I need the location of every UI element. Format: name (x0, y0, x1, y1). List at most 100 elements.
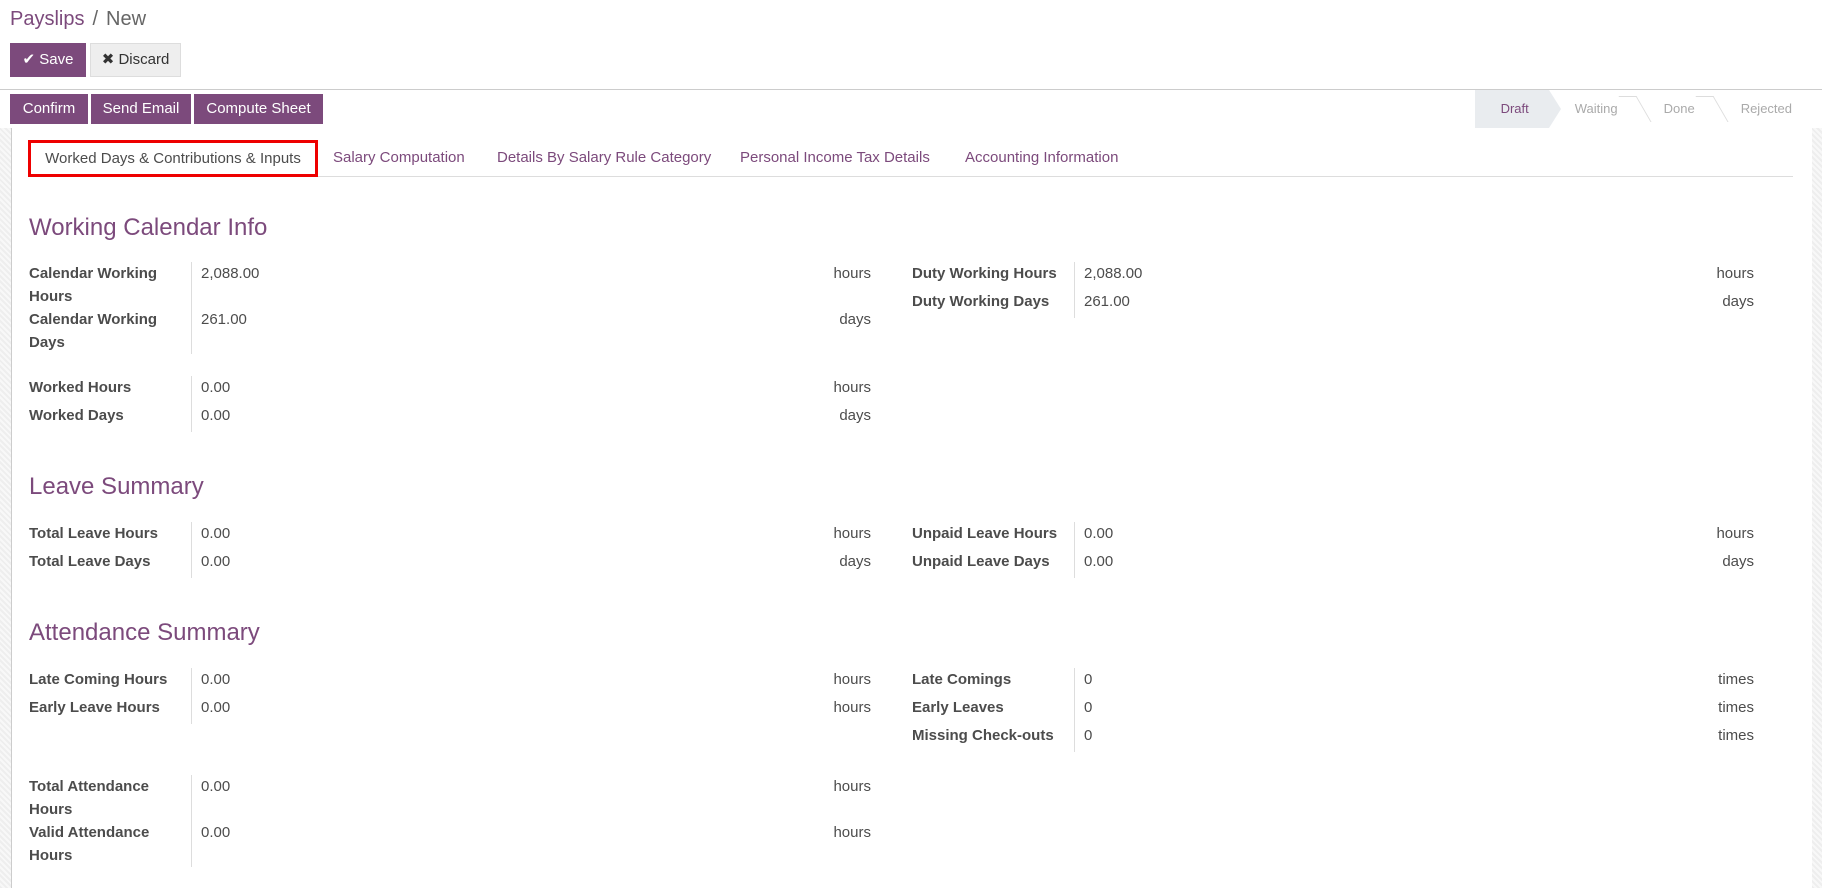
field-label-late-coming-hours: Late Coming Hours (29, 668, 192, 696)
stage-label: Waiting (1574, 101, 1618, 116)
field-calendar-working-hours: 2,088.00 hours (192, 262, 871, 308)
stage-rejected[interactable]: Rejected (1740, 101, 1792, 116)
field-late-coming-hours: 0.00 hours (192, 668, 871, 696)
field-unit: hours (1716, 265, 1754, 282)
field-unit: times (1718, 671, 1754, 688)
field-label-unpaid-leave-days: Unpaid Leave Days (912, 550, 1075, 578)
discard-label: Discard (118, 51, 170, 68)
field-label-duty-working-hours: Duty Working Hours (912, 262, 1075, 290)
field-label-duty-working-days: Duty Working Days (912, 290, 1075, 318)
statusbar: Draft Waiting Done Rejected (1474, 90, 1812, 128)
field-value: 261.00 (1084, 293, 1130, 310)
field-unit: hours (833, 699, 871, 716)
field-unit: days (839, 553, 871, 570)
save-button[interactable]: ✔ Save (10, 43, 86, 77)
field-value: 0 (1084, 671, 1093, 688)
field-unit: days (1722, 553, 1754, 570)
field-label-early-leave-hours: Early Leave Hours (29, 696, 192, 724)
field-label-total-leave-hours: Total Leave Hours (29, 522, 192, 550)
field-unit: hours (833, 671, 871, 688)
field-group: Unpaid Leave Hours 0.00 hours Unpaid Leave … (912, 522, 1754, 578)
divider (0, 89, 1822, 90)
field-duty-working-days: 261.00 days (1075, 290, 1754, 318)
field-value: 0.00 (201, 407, 231, 424)
field-group: Total Attendance Hours 0.00 hours Valid Att… (29, 775, 871, 867)
field-worked-days: 0.00 days (192, 404, 871, 432)
field-group: Late Comings 0 times Early Leaves 0 times Miss… (912, 668, 1754, 752)
field-unit: days (1722, 293, 1754, 310)
field-group: Calendar Working Hours 2,088.00 hours Calen… (29, 262, 871, 354)
field-value: 0.00 (201, 778, 231, 795)
field-unit: hours (833, 778, 871, 795)
close-icon: ✖ (101, 51, 119, 68)
tab-details-by-salary-rule-category[interactable]: Details By Salary Rule Category (497, 149, 712, 166)
field-label-unpaid-leave-hours: Unpaid Leave Hours (912, 522, 1075, 550)
field-early-leave-hours: 0.00 hours (192, 696, 871, 724)
field-value: 0.00 (201, 699, 231, 716)
field-value: 0.00 (201, 824, 231, 841)
section-title: Leave Summary (29, 473, 204, 500)
field-label-missing-check-outs: Missing Check-outs (912, 724, 1075, 752)
field-early-leaves: 0 times (1075, 696, 1754, 724)
field-total-attendance-hours: 0.00 hours (192, 775, 871, 821)
field-group: Duty Working Hours 2,088.00 hours Duty Work… (912, 262, 1754, 318)
field-label-worked-hours: Worked Hours (29, 376, 192, 404)
field-value: 0.00 (1084, 553, 1114, 570)
form-sheet (11, 128, 1812, 888)
breadcrumb-payslips-link[interactable]: Payslips (10, 8, 85, 30)
field-value: 0.00 (201, 525, 231, 542)
compute-sheet-button[interactable]: Compute Sheet (194, 94, 323, 124)
field-calendar-working-days: 261.00 days (192, 308, 871, 354)
field-value: 2,088.00 (201, 265, 260, 282)
section-title: Attendance Summary (29, 619, 260, 646)
tab-worked-days[interactable]: Worked Days & Contributions & Inputs (28, 140, 318, 177)
field-value: 0.00 (1084, 525, 1114, 542)
tab-accounting-information[interactable]: Accounting Information (965, 149, 1119, 166)
field-unit: times (1718, 727, 1754, 744)
stage-draft[interactable]: Draft (1474, 90, 1561, 128)
field-unpaid-leave-hours: 0.00 hours (1075, 522, 1754, 550)
field-label-total-attendance-hours: Total Attendance Hours (29, 775, 192, 821)
field-unpaid-leave-days: 0.00 days (1075, 550, 1754, 578)
field-duty-working-hours: 2,088.00 hours (1075, 262, 1754, 290)
field-unit: days (839, 311, 871, 328)
field-unit: hours (833, 265, 871, 282)
discard-button[interactable]: ✖ Discard (90, 43, 181, 77)
field-label-worked-days: Worked Days (29, 404, 192, 432)
field-worked-hours: 0.00 hours (192, 376, 871, 404)
stage-done[interactable]: Done (1638, 90, 1729, 128)
field-value: 261.00 (201, 311, 247, 328)
field-value: 0.00 (201, 379, 231, 396)
field-label-early-leaves: Early Leaves (912, 696, 1075, 724)
field-group: Late Coming Hours 0.00 hours Early Leave Ho… (29, 668, 871, 724)
tab-salary-computation[interactable]: Salary Computation (333, 149, 465, 166)
field-group: Worked Hours 0.00 hours Worked Days 0.00 days (29, 376, 871, 432)
stage-waiting[interactable]: Waiting (1549, 90, 1652, 128)
tab-personal-income-tax[interactable]: Personal Income Tax Details (740, 149, 930, 166)
field-unit: hours (833, 525, 871, 542)
field-label-total-leave-days: Total Leave Days (29, 550, 192, 578)
field-group: Total Leave Hours 0.00 hours Total Leave Da… (29, 522, 871, 578)
field-unit: days (839, 407, 871, 424)
breadcrumb: Payslips / New (10, 6, 146, 32)
send-email-button[interactable]: Send Email (91, 94, 191, 124)
field-unit: hours (833, 824, 871, 841)
field-label-valid-attendance-hours: Valid Attendance Hours (29, 821, 192, 867)
scrollbar[interactable] (1812, 128, 1822, 888)
field-value: 2,088.00 (1084, 265, 1143, 282)
field-label-late-comings: Late Comings (912, 668, 1075, 696)
field-value: 0 (1084, 699, 1093, 716)
check-icon: ✔ (22, 51, 40, 68)
field-unit: hours (833, 379, 871, 396)
field-label-calendar-working-days: Calendar Working Days (29, 308, 192, 354)
field-value: 0.00 (201, 553, 231, 570)
stage-label: Done (1663, 101, 1695, 116)
field-total-leave-days: 0.00 days (192, 550, 871, 578)
confirm-button[interactable]: Confirm (10, 94, 88, 124)
field-value: 0 (1084, 727, 1093, 744)
section-title: Working Calendar Info (29, 214, 268, 241)
field-unit: times (1718, 699, 1754, 716)
breadcrumb-separator: / (92, 8, 99, 30)
field-label-calendar-working-hours: Calendar Working Hours (29, 262, 192, 308)
field-total-leave-hours: 0.00 hours (192, 522, 871, 550)
